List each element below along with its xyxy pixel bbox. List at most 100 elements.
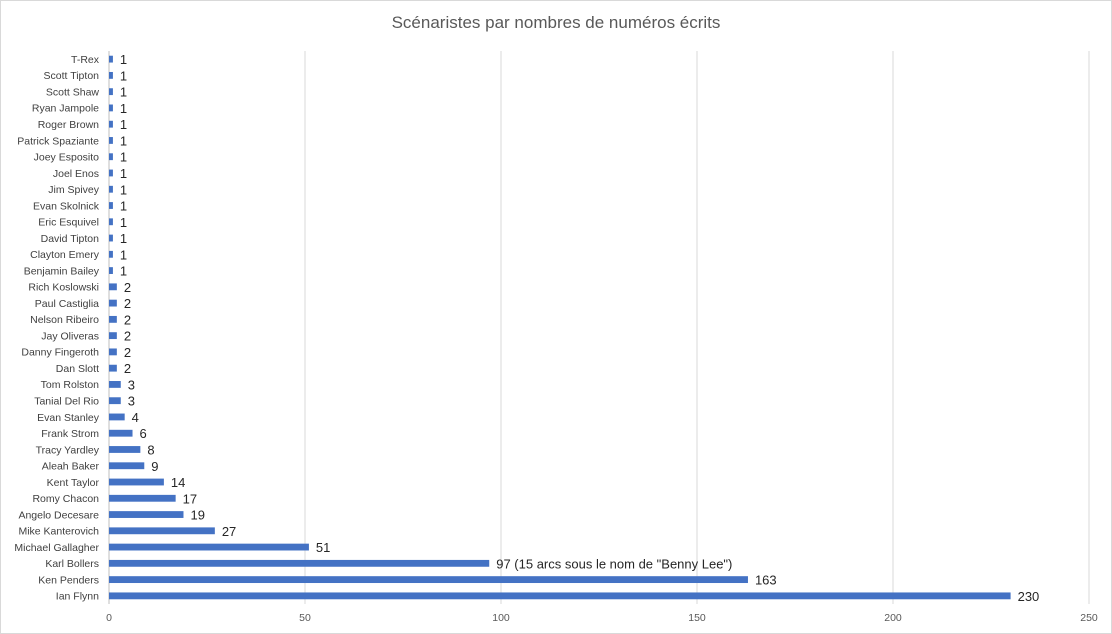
data-label-tanial-del-rio: 3	[128, 394, 135, 409]
data-label-joey-esposito: 1	[120, 150, 127, 165]
bar-nelson-ribeiro	[109, 315, 117, 323]
bar-kent-taylor	[109, 478, 164, 486]
bar-karl-bollers	[109, 559, 490, 567]
x-tick-label-100: 100	[492, 612, 510, 624]
data-label-angelo-decesare: 19	[190, 508, 204, 523]
category-label-scott-shaw: Scott Shaw	[46, 86, 100, 98]
data-label-patrick-spaziante: 1	[120, 133, 127, 148]
category-label-karl-bollers: Karl Bollers	[45, 558, 99, 570]
category-label-david-tipton: David Tipton	[41, 233, 100, 245]
data-label-evan-stanley: 4	[132, 410, 139, 425]
data-label-jim-spivey: 1	[120, 182, 127, 197]
category-label-angelo-decesare: Angelo Decesare	[18, 509, 99, 521]
bar-joel-enos	[109, 169, 113, 177]
data-label-karl-bollers: 97 (15 arcs sous le nom de "Benny Lee")	[496, 556, 732, 571]
x-tick-label-50: 50	[299, 612, 311, 624]
category-label-aleah-baker: Aleah Baker	[42, 461, 100, 473]
category-label-danny-fingeroth: Danny Fingeroth	[21, 347, 99, 359]
bar-tracy-yardley	[109, 446, 141, 453]
data-label-rich-koslowski: 2	[124, 280, 131, 295]
bar-danny-fingeroth	[109, 348, 117, 356]
chart-title: Scénaristes par nombres de numéros écrit…	[391, 13, 721, 32]
bar-ken-penders	[109, 576, 748, 584]
category-label-mike-kanterovich: Mike Kanterovich	[18, 526, 99, 538]
data-label-mike-kanterovich: 27	[222, 524, 236, 539]
data-label-nelson-ribeiro: 2	[124, 312, 131, 327]
bar-dan-slott	[109, 364, 117, 372]
data-label-t-rex: 1	[120, 52, 127, 67]
data-label-eric-esquivel: 1	[120, 215, 127, 230]
category-label-kent-taylor: Kent Taylor	[47, 477, 100, 489]
bar-tom-rolston	[109, 381, 121, 388]
bar-joey-esposito	[109, 153, 113, 161]
bar-michael-gallagher	[109, 543, 309, 551]
x-tick-label-150: 150	[688, 612, 706, 624]
category-label-tanial-del-rio: Tanial Del Rio	[34, 395, 99, 407]
bar-tanial-del-rio	[109, 397, 121, 405]
bar-patrick-spaziante	[109, 137, 113, 144]
data-label-ian-flynn: 230	[1018, 589, 1040, 604]
category-label-tracy-yardley: Tracy Yardley	[36, 444, 100, 456]
bar-frank-strom	[109, 429, 133, 437]
bar-scott-shaw	[109, 88, 113, 96]
data-label-kent-taylor: 14	[171, 475, 185, 490]
category-label-paul-castiglia: Paul Castiglia	[35, 298, 99, 310]
data-label-frank-strom: 6	[140, 426, 147, 441]
category-label-benjamin-bailey: Benjamin Bailey	[24, 265, 100, 277]
bar-roger-brown	[109, 120, 113, 128]
category-label-jay-oliveras: Jay Oliveras	[41, 330, 99, 342]
bar-ian-flynn	[109, 592, 1011, 600]
bar-rich-koslowski	[109, 283, 117, 291]
bar-ryan-jampole	[109, 104, 113, 112]
data-label-scott-tipton: 1	[120, 68, 127, 83]
category-label-scott-tipton: Scott Tipton	[44, 70, 100, 82]
bar-angelo-decesare	[109, 511, 184, 518]
data-label-benjamin-bailey: 1	[120, 264, 127, 279]
category-label-dan-slott: Dan Slott	[56, 363, 99, 375]
data-label-aleah-baker: 9	[151, 459, 158, 474]
category-label-jim-spivey: Jim Spivey	[48, 184, 100, 196]
data-label-ryan-jampole: 1	[120, 101, 127, 116]
bar-evan-stanley	[109, 413, 125, 421]
bar-aleah-baker	[109, 462, 145, 470]
bar-eric-esquivel	[109, 218, 113, 226]
category-label-rich-koslowski: Rich Koslowski	[28, 282, 99, 294]
category-label-nelson-ribeiro: Nelson Ribeiro	[30, 314, 99, 326]
bar-david-tipton	[109, 234, 113, 242]
x-tick-label-200: 200	[884, 612, 902, 624]
category-label-romy-chacon: Romy Chacon	[32, 493, 99, 505]
category-label-ryan-jampole: Ryan Jampole	[32, 103, 99, 115]
data-label-evan-skolnick: 1	[120, 199, 127, 214]
data-label-romy-chacon: 17	[183, 491, 197, 506]
category-label-roger-brown: Roger Brown	[38, 119, 99, 131]
category-label-eric-esquivel: Eric Esquivel	[38, 217, 99, 229]
data-label-paul-castiglia: 2	[124, 296, 131, 311]
category-label-evan-stanley: Evan Stanley	[37, 412, 100, 424]
bar-mike-kanterovich	[109, 527, 215, 535]
data-label-joel-enos: 1	[120, 166, 127, 181]
bar-paul-castiglia	[109, 299, 117, 307]
data-label-ken-penders: 163	[755, 573, 777, 588]
data-label-tom-rolston: 3	[128, 377, 135, 392]
data-label-danny-fingeroth: 2	[124, 345, 131, 360]
data-label-dan-slott: 2	[124, 361, 131, 376]
category-label-tom-rolston: Tom Rolston	[41, 379, 100, 391]
category-label-frank-strom: Frank Strom	[41, 428, 99, 440]
x-tick-label-0: 0	[106, 612, 112, 624]
x-tick-label-250: 250	[1080, 612, 1098, 624]
bar-jay-oliveras	[109, 332, 117, 340]
bar-evan-skolnick	[109, 202, 113, 209]
category-label-clayton-emery: Clayton Emery	[30, 249, 100, 261]
data-label-tracy-yardley: 8	[147, 442, 154, 457]
category-label-ian-flynn: Ian Flynn	[56, 591, 99, 603]
data-label-roger-brown: 1	[120, 117, 127, 132]
category-label-patrick-spaziante: Patrick Spaziante	[17, 135, 99, 147]
category-label-michael-gallagher: Michael Gallagher	[14, 542, 99, 554]
data-label-jay-oliveras: 2	[124, 329, 131, 344]
bar-jim-spivey	[109, 185, 113, 193]
category-label-evan-skolnick: Evan Skolnick	[33, 200, 100, 212]
data-label-clayton-emery: 1	[120, 247, 127, 262]
bar-scott-tipton	[109, 71, 113, 79]
category-label-ken-penders: Ken Penders	[38, 574, 99, 586]
